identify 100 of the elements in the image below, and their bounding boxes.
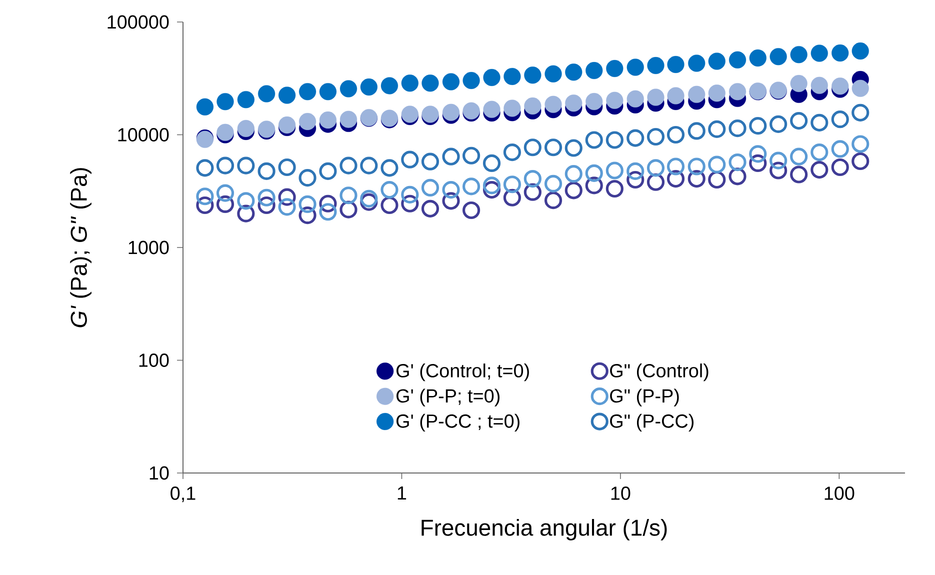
y-tick-label: 10 <box>150 466 169 480</box>
point <box>360 78 378 96</box>
point <box>770 152 788 170</box>
point <box>298 206 316 224</box>
point <box>401 186 419 204</box>
point <box>482 176 501 194</box>
point <box>708 84 726 102</box>
point <box>442 73 460 90</box>
point <box>298 169 316 187</box>
point <box>810 44 828 62</box>
point <box>401 74 418 92</box>
point <box>585 131 603 149</box>
point <box>770 48 787 66</box>
point <box>626 90 644 108</box>
point <box>258 162 276 180</box>
point <box>380 180 398 199</box>
point <box>504 100 521 117</box>
point <box>708 52 726 70</box>
point <box>421 200 440 218</box>
point <box>728 83 746 100</box>
point <box>586 62 603 80</box>
point <box>810 143 828 162</box>
point <box>524 170 542 188</box>
point <box>442 104 460 121</box>
x-tick-label: 10 <box>611 486 630 500</box>
point <box>790 112 808 130</box>
point <box>319 162 337 180</box>
point <box>606 131 624 149</box>
point <box>524 97 542 115</box>
point <box>646 128 665 146</box>
point <box>401 150 419 168</box>
point <box>196 98 214 116</box>
point <box>524 66 542 84</box>
point <box>421 152 440 170</box>
point <box>258 188 276 206</box>
point <box>831 158 849 176</box>
point <box>666 170 685 188</box>
point <box>626 129 644 147</box>
point <box>421 178 440 197</box>
point <box>462 146 480 164</box>
point <box>380 77 398 94</box>
point <box>708 120 726 138</box>
point <box>565 64 582 81</box>
point <box>340 110 358 128</box>
point <box>626 162 644 180</box>
point <box>666 158 685 176</box>
point <box>852 42 869 60</box>
point <box>462 72 480 90</box>
point <box>298 83 316 100</box>
point <box>728 153 746 172</box>
point <box>442 148 460 166</box>
point <box>462 178 480 196</box>
point <box>544 192 562 210</box>
point <box>688 86 706 103</box>
point <box>586 93 603 110</box>
point <box>667 56 684 74</box>
point <box>790 166 808 184</box>
point <box>237 156 255 174</box>
point <box>565 94 582 112</box>
point <box>503 176 521 194</box>
point <box>319 111 337 129</box>
x-tick-label: 100 <box>824 486 854 500</box>
point <box>442 180 460 199</box>
point <box>688 158 706 176</box>
point <box>298 112 316 130</box>
point <box>585 164 603 182</box>
point <box>626 58 644 76</box>
x-axis-title: Frecuencia angular (1/s) <box>422 518 667 540</box>
point <box>503 143 521 162</box>
y-axis-title: G' (Pa); G" (Pa) <box>70 168 92 328</box>
point <box>810 160 828 179</box>
legend-label: G' (P-P; t=0) <box>396 388 500 406</box>
point <box>810 114 828 132</box>
point <box>728 51 746 68</box>
point <box>544 65 562 82</box>
point <box>790 46 808 64</box>
legend-label: G" (Control) <box>610 364 708 382</box>
point <box>216 93 234 110</box>
point <box>298 195 316 214</box>
point <box>606 180 624 198</box>
point <box>790 148 808 166</box>
point <box>216 195 234 214</box>
point <box>319 203 337 221</box>
point <box>544 96 562 113</box>
point <box>810 76 828 94</box>
legend-label: G' (Control; t=0) <box>396 364 529 382</box>
point <box>278 86 296 104</box>
point <box>688 170 706 188</box>
point <box>770 162 788 180</box>
legend-label: G" (P-P) <box>610 388 679 406</box>
point <box>462 201 480 220</box>
x-tick-label: 1 <box>398 486 406 500</box>
point <box>237 120 254 138</box>
legend-label: G' (P-CC ; t=0) <box>396 414 520 432</box>
point <box>422 74 439 92</box>
point <box>606 92 624 109</box>
point <box>319 194 337 212</box>
point <box>667 87 684 104</box>
point <box>688 54 706 72</box>
y-tick-label: 100000 <box>108 15 169 29</box>
